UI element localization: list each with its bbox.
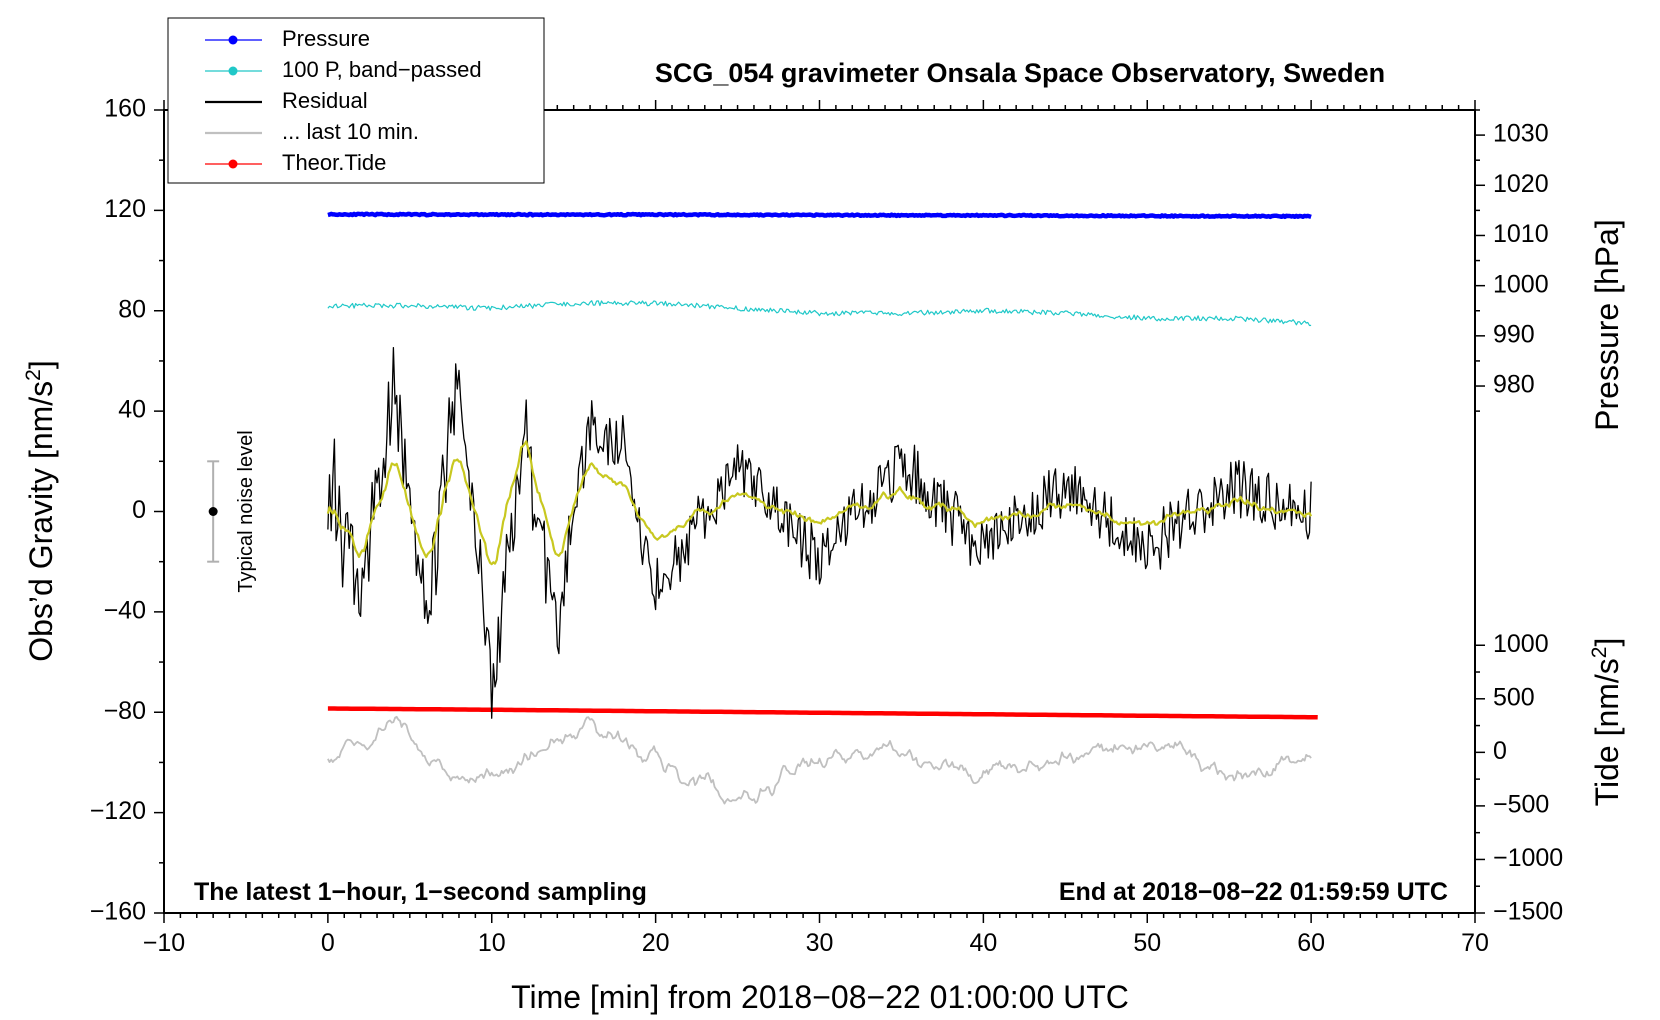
tide-axis-title-main: Tide [nm/s (1589, 658, 1625, 806)
y-axis: −160 −120 −80 −40 0 40 80 120 160 (90, 95, 164, 926)
tide-axis-title-close: ] (1589, 638, 1625, 647)
x-tick-label: 30 (806, 929, 834, 957)
legend-label: ... last 10 min. (282, 119, 419, 144)
x-tick-label: 40 (969, 929, 997, 957)
series-residual (327, 346, 1312, 719)
legend-marker (228, 35, 238, 45)
series-last-10-min (327, 715, 1312, 805)
x-tick-label: 10 (478, 929, 506, 957)
tide-axis-title: Tide [nm/s2] (1588, 638, 1625, 807)
x-axis-title: Time [min] from 2018−08−22 01:00:00 UTC (511, 979, 1129, 1015)
x-tick-label: 50 (1133, 929, 1161, 957)
pressure-tick-label: 1000 (1493, 270, 1549, 298)
x-tick-label: −10 (143, 929, 185, 957)
y-tick-label: −120 (90, 797, 146, 825)
tide-tick-label: −1000 (1493, 844, 1563, 872)
pressure-tick-label: 1020 (1493, 170, 1549, 198)
series-theor-tide (327, 706, 1318, 720)
tide-axis: −1500 −1000 −500 0 500 1000 (1475, 630, 1563, 926)
y-tick-label: 160 (104, 95, 146, 123)
y-tick-label: 80 (118, 295, 146, 323)
tide-tick-label: 500 (1493, 683, 1535, 711)
legend-marker (228, 159, 238, 169)
y-tick-label: −40 (104, 596, 146, 624)
x-tick-label: 20 (642, 929, 670, 957)
series-100-p-band-passed (327, 300, 1312, 327)
y-tick-label: −160 (90, 898, 146, 926)
pressure-tick-label: 980 (1493, 371, 1535, 399)
pressure-tick-label: 990 (1493, 320, 1535, 348)
annotation-right: End at 2018−08−22 01:59:59 UTC (1059, 878, 1448, 906)
y-axis-title-main: Obs’d Gravity [nm/s (23, 381, 59, 662)
y-tick-label: 0 (132, 496, 146, 524)
y-axis-title: Obs’d Gravity [nm/s2] (22, 360, 59, 662)
tide-tick-label: 0 (1493, 737, 1507, 765)
noise-indicator: Typical noise level (207, 430, 257, 593)
tide-tick-label: 1000 (1493, 630, 1549, 658)
tide-tick-label: −1500 (1493, 898, 1563, 926)
legend-label: Pressure (282, 26, 370, 51)
x-tick-label: 70 (1461, 929, 1489, 957)
y-axis-title-sup: 2 (22, 369, 45, 381)
y-axis-title-close: ] (23, 360, 59, 369)
tide-tick-label: −500 (1493, 791, 1549, 819)
y-tick-label: 40 (118, 396, 146, 424)
x-tick-label: 60 (1297, 929, 1325, 957)
legend-label: Theor.Tide (282, 150, 386, 175)
chart-title: SCG_054 gravimeter Onsala Space Observat… (655, 58, 1385, 88)
legend-label: 100 P, band−passed (282, 57, 482, 82)
x-tick-label: 0 (321, 929, 335, 957)
legend-marker (228, 66, 238, 76)
series-residual-smoothed (326, 440, 1313, 566)
legend-box (167, 17, 545, 184)
y-tick-label: −80 (104, 697, 146, 725)
pressure-tick-label: 1030 (1493, 120, 1549, 148)
pressure-axis: 980 990 1000 1010 1020 1030 (1475, 109, 1549, 412)
pressure-axis-title: Pressure [hPa] (1589, 219, 1625, 431)
series-layer (326, 211, 1318, 805)
noise-label: Typical noise level (235, 430, 257, 592)
legend: Pressure 100 P, band−passed Residual ... la… (167, 17, 545, 184)
noise-center-dot (208, 507, 218, 516)
y-tick-label: 120 (104, 195, 146, 223)
pressure-tick-label: 1010 (1493, 220, 1549, 248)
legend-label: Residual (282, 88, 368, 113)
annotation-left: The latest 1−hour, 1−second sampling (194, 878, 647, 906)
x-axis: −10 0 10 20 30 40 50 60 70 (143, 100, 1489, 957)
series-pressure (327, 211, 1312, 220)
tide-axis-title-sup: 2 (1588, 647, 1611, 659)
